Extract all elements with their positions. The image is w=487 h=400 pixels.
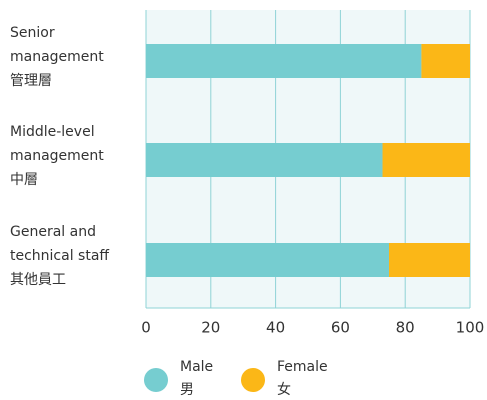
x-tick-label: 60 (331, 319, 350, 337)
legend-label: Female (277, 359, 328, 375)
category-label: 其他員工 (10, 272, 66, 288)
x-tick-label: 0 (141, 319, 151, 337)
legend-marker (144, 368, 168, 392)
category-label: management (10, 49, 104, 65)
x-tick-label: 20 (201, 319, 220, 337)
bar-segment (382, 143, 470, 177)
category-label: Senior (10, 25, 55, 41)
x-tick-label: 80 (396, 319, 415, 337)
category-label: Middle-level (10, 124, 95, 140)
legend-marker (241, 368, 265, 392)
category-label: technical staff (10, 248, 109, 264)
x-tick-label: 40 (266, 319, 285, 337)
bar-segment (146, 143, 383, 177)
legend-label: 女 (277, 381, 291, 398)
bar-segment (146, 44, 422, 78)
bar-segment (146, 243, 389, 277)
category-label: management (10, 148, 104, 164)
bar-segment (421, 44, 470, 78)
category-label: 中層 (10, 172, 38, 188)
category-label: General and (10, 224, 96, 240)
bar-segment (389, 243, 470, 277)
legend-label: Male (180, 359, 213, 375)
category-label: 管理層 (10, 73, 52, 89)
x-tick-label: 100 (456, 319, 485, 337)
legend-label: 男 (180, 382, 194, 398)
